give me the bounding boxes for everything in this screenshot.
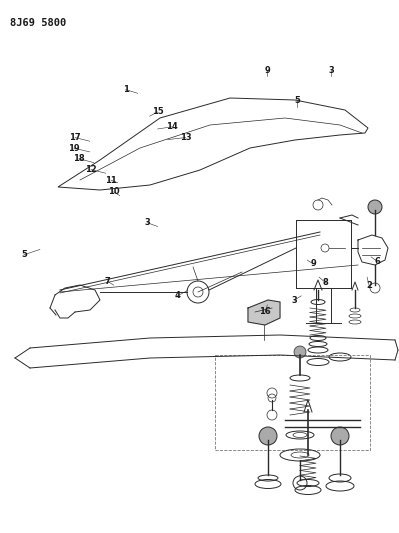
Circle shape (368, 200, 382, 214)
Text: 16: 16 (259, 308, 271, 316)
Text: 5: 5 (294, 96, 300, 104)
Text: 8: 8 (322, 278, 328, 287)
Circle shape (259, 427, 277, 445)
Text: 13: 13 (180, 133, 192, 142)
Circle shape (331, 427, 349, 445)
Text: 19: 19 (68, 144, 80, 152)
Text: 9: 9 (265, 66, 270, 75)
Circle shape (294, 346, 306, 358)
Text: 15: 15 (152, 108, 164, 116)
Text: 12: 12 (85, 165, 97, 174)
Text: 17: 17 (69, 133, 81, 142)
Text: 3: 3 (145, 219, 150, 227)
Text: 4: 4 (175, 292, 180, 300)
Text: 8J69 5800: 8J69 5800 (10, 18, 66, 28)
Text: 7: 7 (105, 277, 111, 286)
Text: 6: 6 (374, 257, 380, 265)
Text: 9: 9 (310, 260, 316, 268)
Text: 11: 11 (105, 176, 117, 184)
Text: 2: 2 (366, 281, 372, 289)
Text: 1: 1 (123, 85, 128, 94)
Text: 10: 10 (108, 188, 120, 196)
Text: 18: 18 (73, 155, 85, 163)
Text: 3: 3 (292, 296, 297, 304)
Polygon shape (248, 300, 280, 325)
Text: 5: 5 (21, 251, 27, 259)
Text: 3: 3 (328, 66, 334, 75)
Text: 14: 14 (166, 123, 178, 131)
